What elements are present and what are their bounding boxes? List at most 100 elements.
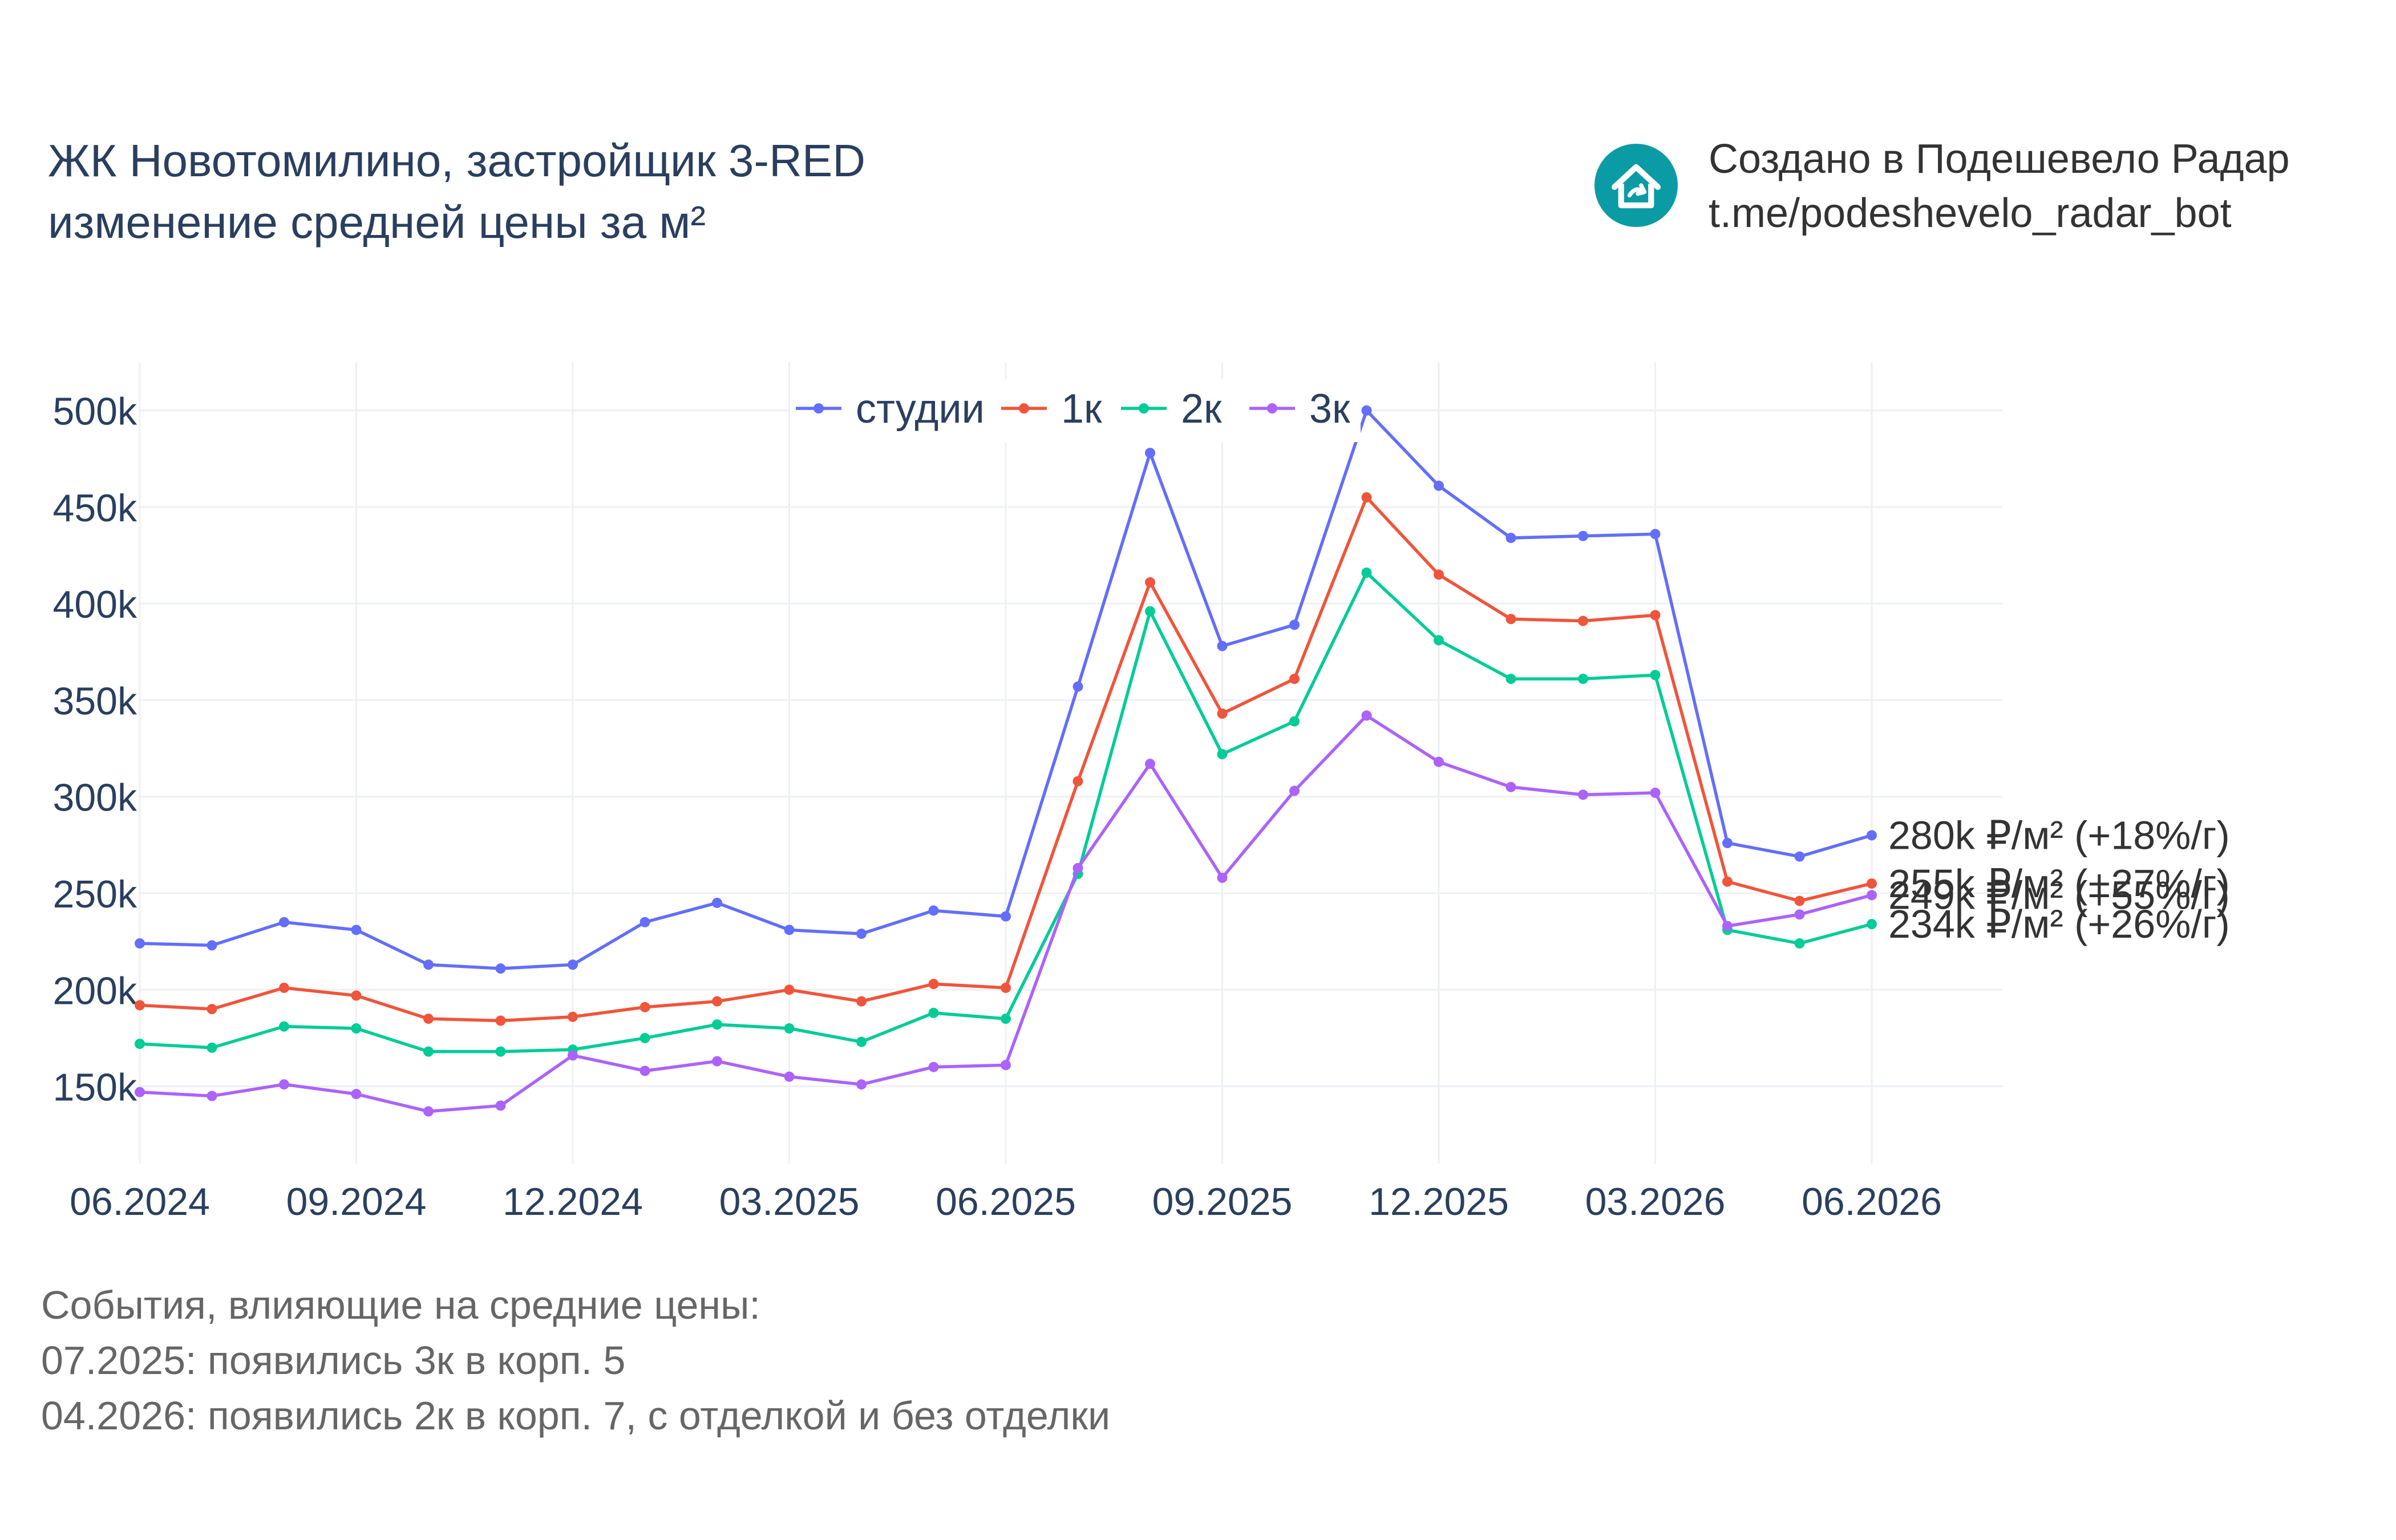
data-point bbox=[279, 1079, 289, 1090]
data-point bbox=[1361, 405, 1372, 416]
x-tick-label: 09.2024 bbox=[286, 1180, 427, 1223]
data-point bbox=[784, 1071, 795, 1082]
chart-title-line1: ЖК Новотомилино, застройщик 3-RED bbox=[48, 135, 865, 186]
data-point bbox=[1434, 635, 1444, 646]
legend-marker bbox=[1019, 403, 1029, 414]
x-tick-label: 12.2024 bbox=[503, 1180, 643, 1223]
chart-title-line2: изменение средней цены за м² bbox=[48, 197, 706, 248]
data-point bbox=[1505, 614, 1516, 625]
data-point bbox=[1001, 982, 1011, 993]
branding-link[interactable]: t.me/podeshevelo_radar_bot bbox=[1709, 191, 2232, 236]
data-point bbox=[1794, 895, 1805, 906]
branding-line1: Создано в Подешевело Радар bbox=[1709, 136, 2290, 182]
y-tick-label: 450k bbox=[53, 487, 137, 530]
legend-label: 2к bbox=[1181, 386, 1222, 432]
chart-title: ЖК Новотомилино, застройщик 3-RED измене… bbox=[48, 130, 865, 253]
events-heading: События, влияющие на средние цены: bbox=[41, 1283, 760, 1327]
data-point bbox=[1578, 615, 1588, 626]
end-label: 234k ₽/м² (+26%/г) bbox=[1888, 902, 2230, 946]
data-point bbox=[1505, 781, 1516, 792]
data-point bbox=[1145, 606, 1155, 617]
data-point bbox=[279, 917, 289, 927]
event-item: 07.2025: появились 3к в корп. 5 bbox=[41, 1338, 626, 1383]
data-point bbox=[640, 1032, 650, 1043]
x-tick-label: 06.2024 bbox=[70, 1180, 210, 1223]
data-point bbox=[207, 1042, 217, 1053]
y-tick-label: 500k bbox=[53, 390, 137, 433]
data-point bbox=[351, 990, 362, 1001]
data-point bbox=[568, 959, 578, 970]
data-point bbox=[1361, 492, 1372, 502]
branding-text: Создано в Подешевело Радар t.me/podeshev… bbox=[1709, 132, 2290, 241]
data-point bbox=[1722, 876, 1733, 887]
event-item: 04.2026: появились 2к в корп. 7, с отдел… bbox=[41, 1393, 1111, 1438]
data-point bbox=[1072, 863, 1083, 874]
end-label: 249k ₽/м² (+55%/г) bbox=[1888, 873, 2230, 917]
data-point bbox=[351, 1089, 362, 1100]
data-point bbox=[1650, 610, 1661, 621]
data-point bbox=[856, 929, 867, 939]
data-point bbox=[640, 1065, 650, 1076]
y-tick-label: 200k bbox=[53, 969, 137, 1012]
y-tick-label: 400k bbox=[53, 583, 137, 626]
data-point bbox=[279, 982, 289, 993]
data-point bbox=[1867, 919, 1877, 930]
data-point bbox=[1072, 776, 1083, 787]
data-point bbox=[1794, 938, 1805, 949]
data-point bbox=[1217, 749, 1228, 760]
data-point bbox=[1578, 674, 1588, 684]
data-point bbox=[928, 905, 939, 916]
legend-marker bbox=[813, 403, 824, 414]
data-point bbox=[495, 1100, 506, 1111]
data-point bbox=[351, 1023, 362, 1034]
end-label: 280k ₽/м² (+18%/г) bbox=[1888, 813, 2230, 857]
data-point bbox=[1361, 710, 1372, 721]
y-tick-label: 150k bbox=[53, 1066, 137, 1109]
data-point bbox=[1867, 830, 1877, 841]
data-point bbox=[712, 1019, 722, 1030]
data-point bbox=[423, 1014, 434, 1024]
data-point bbox=[712, 897, 722, 908]
data-point bbox=[1867, 890, 1877, 901]
data-point bbox=[640, 1002, 650, 1012]
house-icon bbox=[1594, 144, 1678, 227]
data-point bbox=[423, 959, 434, 970]
data-point bbox=[1145, 759, 1155, 769]
data-point bbox=[1578, 530, 1588, 541]
data-point bbox=[928, 979, 939, 990]
data-point bbox=[928, 1061, 939, 1072]
data-point bbox=[784, 925, 795, 935]
data-point bbox=[1434, 569, 1444, 580]
data-point bbox=[1289, 716, 1300, 727]
data-point bbox=[135, 1000, 145, 1011]
data-point bbox=[784, 984, 795, 995]
x-tick-label: 06.2026 bbox=[1802, 1180, 1942, 1223]
data-point bbox=[640, 917, 650, 927]
data-point bbox=[1289, 674, 1300, 684]
data-point bbox=[135, 938, 145, 949]
data-point bbox=[568, 1050, 578, 1061]
data-point bbox=[495, 963, 506, 974]
data-point bbox=[1072, 681, 1083, 692]
data-point bbox=[279, 1021, 289, 1032]
legend-label: 3к bbox=[1309, 386, 1350, 432]
data-point bbox=[495, 1046, 506, 1057]
data-point bbox=[568, 1011, 578, 1022]
data-point bbox=[1650, 529, 1661, 540]
legend-box bbox=[790, 379, 1361, 442]
data-point bbox=[1505, 674, 1516, 684]
data-point bbox=[1505, 533, 1516, 544]
data-point bbox=[712, 996, 722, 1007]
data-point bbox=[1794, 851, 1805, 862]
data-point bbox=[207, 1091, 217, 1101]
data-point bbox=[1794, 909, 1805, 920]
data-point bbox=[1001, 1014, 1011, 1024]
data-point bbox=[1867, 878, 1877, 889]
data-point bbox=[1217, 641, 1228, 651]
data-point bbox=[1361, 568, 1372, 578]
data-point bbox=[1289, 619, 1300, 630]
data-point bbox=[1722, 838, 1733, 848]
data-point bbox=[1001, 1060, 1011, 1071]
data-point bbox=[1650, 787, 1661, 798]
